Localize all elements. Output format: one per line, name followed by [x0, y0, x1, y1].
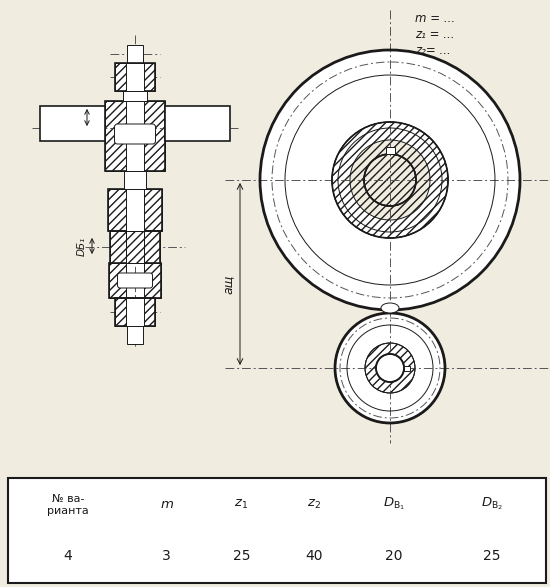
Text: DБ₂: DБ₂	[72, 108, 82, 127]
Text: № ва-: № ва-	[52, 494, 84, 504]
Bar	[115, 298, 155, 326]
Bar	[40, 106, 105, 141]
Circle shape	[350, 140, 430, 220]
Bar	[127, 326, 143, 344]
FancyBboxPatch shape	[114, 124, 156, 144]
Bar	[126, 298, 144, 326]
Text: z₂= ...: z₂= ...	[415, 44, 451, 57]
Text: 20: 20	[385, 549, 403, 564]
Bar	[124, 171, 146, 189]
Bar	[108, 189, 162, 231]
Bar	[126, 189, 144, 231]
Bar	[109, 263, 161, 298]
Bar	[8, 478, 546, 583]
Bar	[165, 106, 230, 141]
Text: m = ...: m = ...	[415, 12, 455, 25]
Text: $D_{\mathsf{B}_1}$: $D_{\mathsf{B}_1}$	[383, 495, 405, 512]
Bar	[109, 263, 126, 298]
Circle shape	[332, 122, 448, 238]
Text: DБ₁: DБ₁	[77, 237, 87, 255]
Text: 4: 4	[64, 549, 73, 564]
Text: m: m	[160, 498, 173, 511]
Bar	[126, 231, 144, 263]
Ellipse shape	[381, 303, 399, 313]
Bar	[108, 189, 162, 231]
Bar	[127, 45, 143, 63]
Circle shape	[365, 343, 415, 393]
Bar	[144, 263, 161, 298]
Bar	[115, 63, 155, 91]
Text: 25: 25	[233, 549, 250, 564]
Bar	[110, 231, 160, 263]
Bar	[126, 63, 144, 91]
Bar	[105, 101, 165, 171]
Bar	[105, 101, 165, 171]
FancyBboxPatch shape	[118, 273, 152, 288]
Text: 40: 40	[305, 549, 323, 564]
Bar	[110, 231, 160, 263]
Bar	[404, 366, 410, 370]
Bar	[115, 298, 155, 326]
Bar	[115, 63, 155, 91]
Circle shape	[335, 313, 445, 423]
Text: aщ: aщ	[222, 274, 234, 294]
Text: $D_{\mathsf{B}_2}$: $D_{\mathsf{B}_2}$	[481, 495, 503, 512]
Text: рианта: рианта	[47, 506, 89, 516]
Text: $z_2$: $z_2$	[307, 497, 321, 511]
Circle shape	[376, 354, 404, 382]
Bar	[126, 231, 144, 263]
Text: 25: 25	[483, 549, 500, 564]
Text: z₁ = ...: z₁ = ...	[415, 28, 454, 41]
Text: 3: 3	[162, 549, 171, 564]
Bar	[123, 91, 147, 101]
Bar	[126, 101, 144, 171]
Bar	[386, 147, 394, 154]
Text: $z_1$: $z_1$	[234, 497, 249, 511]
Circle shape	[260, 50, 520, 310]
